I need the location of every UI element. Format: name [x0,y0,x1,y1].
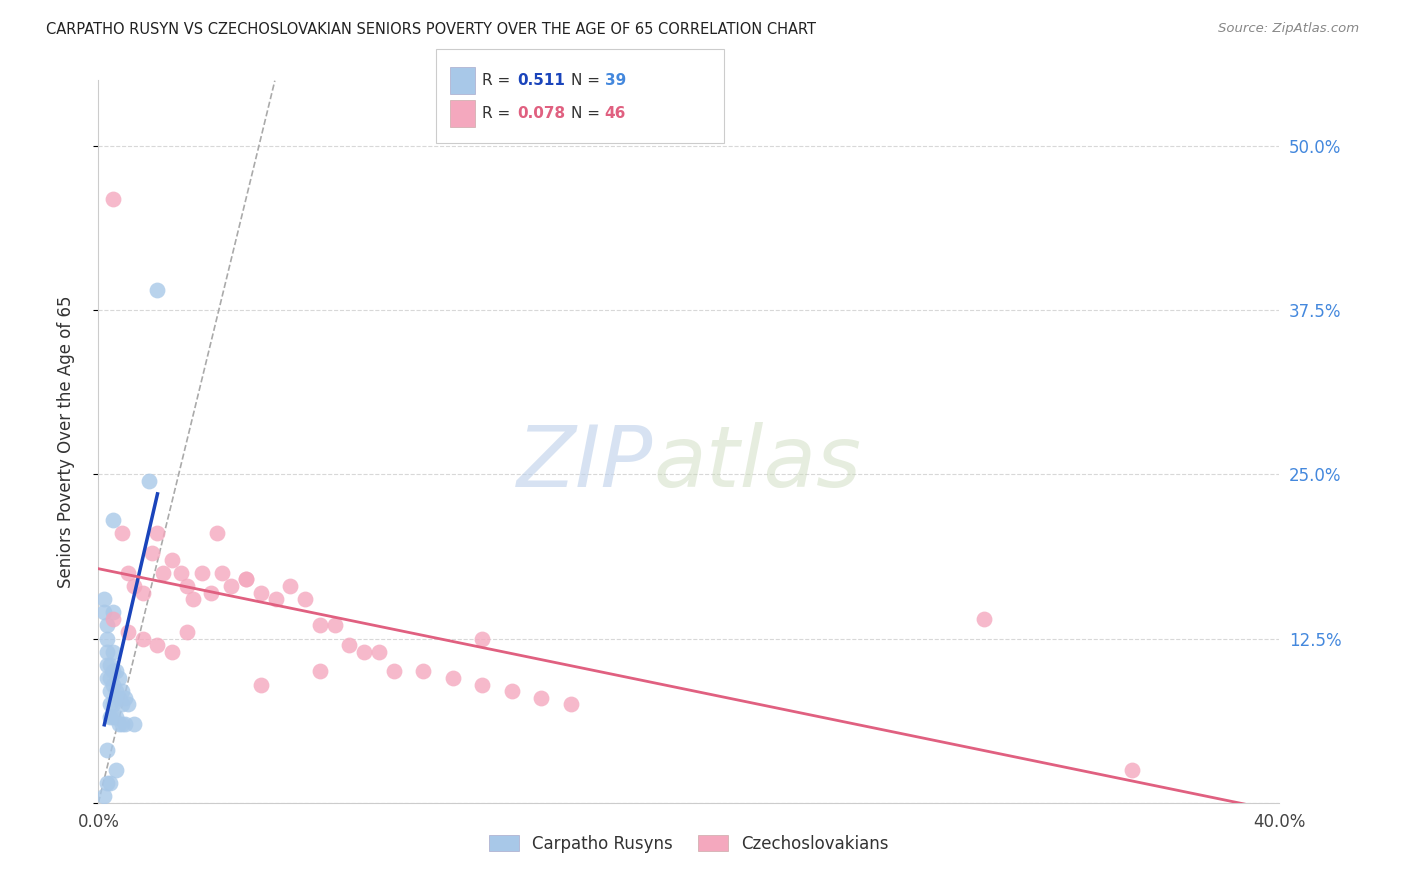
Point [471,677,494,691]
Point [441,671,464,685]
Point [103,665,125,679]
Point [98,698,121,712]
Text: 0.078: 0.078 [517,106,565,120]
Point [162,645,183,659]
Point [501,684,523,698]
Point [98,671,121,685]
Text: 0.511: 0.511 [517,73,565,87]
Point [122,579,145,593]
Point [294,592,316,607]
Point [96,776,118,790]
Point [235,573,257,587]
Point [309,618,332,632]
Point [93,789,115,804]
Point [200,585,222,599]
Legend: Carpatho Rusyns, Czechoslovakians: Carpatho Rusyns, Czechoslovakians [482,828,896,860]
Point [412,665,434,679]
Point [103,513,125,527]
Point [280,579,302,593]
Point [132,585,155,599]
Point [98,657,121,672]
Point [117,625,139,640]
Point [250,585,273,599]
Point [105,665,128,679]
Point [250,677,273,691]
Point [103,677,125,691]
Point [132,632,155,646]
Point [96,618,118,632]
Point [96,657,118,672]
Point [98,710,121,724]
Point [368,645,391,659]
Point [235,573,257,587]
Point [211,566,233,580]
Point [181,592,204,607]
Point [103,192,125,206]
Point [152,566,174,580]
Point [105,710,128,724]
Point [103,605,125,619]
Point [146,284,169,298]
Point [111,526,134,541]
Point [93,592,115,607]
Point [205,526,228,541]
Point [146,526,169,541]
Point [309,665,332,679]
Point [973,612,995,626]
Point [98,776,121,790]
Point [96,632,118,646]
Point [117,566,139,580]
Point [103,698,125,712]
Point [221,579,243,593]
Point [339,638,361,652]
Point [96,645,118,659]
Text: atlas: atlas [654,422,862,505]
Point [353,645,375,659]
Text: 39: 39 [605,73,626,87]
Point [191,566,214,580]
Point [530,690,553,705]
Point [117,698,139,712]
Point [1121,763,1143,777]
Point [103,710,125,724]
Point [111,717,134,731]
Point [105,763,128,777]
Text: ZIP: ZIP [517,422,654,505]
Point [146,638,169,652]
Point [111,684,134,698]
Point [162,553,183,567]
Point [323,618,346,632]
Point [114,717,136,731]
Point [141,546,163,560]
Point [138,474,160,488]
Point [560,698,582,712]
Text: R =: R = [482,73,510,87]
Point [96,671,118,685]
Point [108,690,131,705]
Point [264,592,287,607]
Point [105,684,128,698]
Point [93,605,115,619]
Point [103,612,125,626]
Point [176,625,198,640]
Text: CARPATHO RUSYN VS CZECHOSLOVAKIAN SENIORS POVERTY OVER THE AGE OF 65 CORRELATION: CARPATHO RUSYN VS CZECHOSLOVAKIAN SENIOR… [46,22,817,37]
Point [382,665,405,679]
Y-axis label: Seniors Poverty Over the Age of 65: Seniors Poverty Over the Age of 65 [56,295,75,588]
Point [96,743,118,757]
Point [122,717,145,731]
Point [176,579,198,593]
Text: R =: R = [482,106,510,120]
Point [103,645,125,659]
Point [114,690,136,705]
Point [170,566,193,580]
Point [471,632,494,646]
Text: N =: N = [571,106,600,120]
Point [98,684,121,698]
Point [108,671,131,685]
Point [111,698,134,712]
Point [108,717,131,731]
Text: N =: N = [571,73,600,87]
Text: Source: ZipAtlas.com: Source: ZipAtlas.com [1219,22,1360,36]
Text: 46: 46 [605,106,626,120]
